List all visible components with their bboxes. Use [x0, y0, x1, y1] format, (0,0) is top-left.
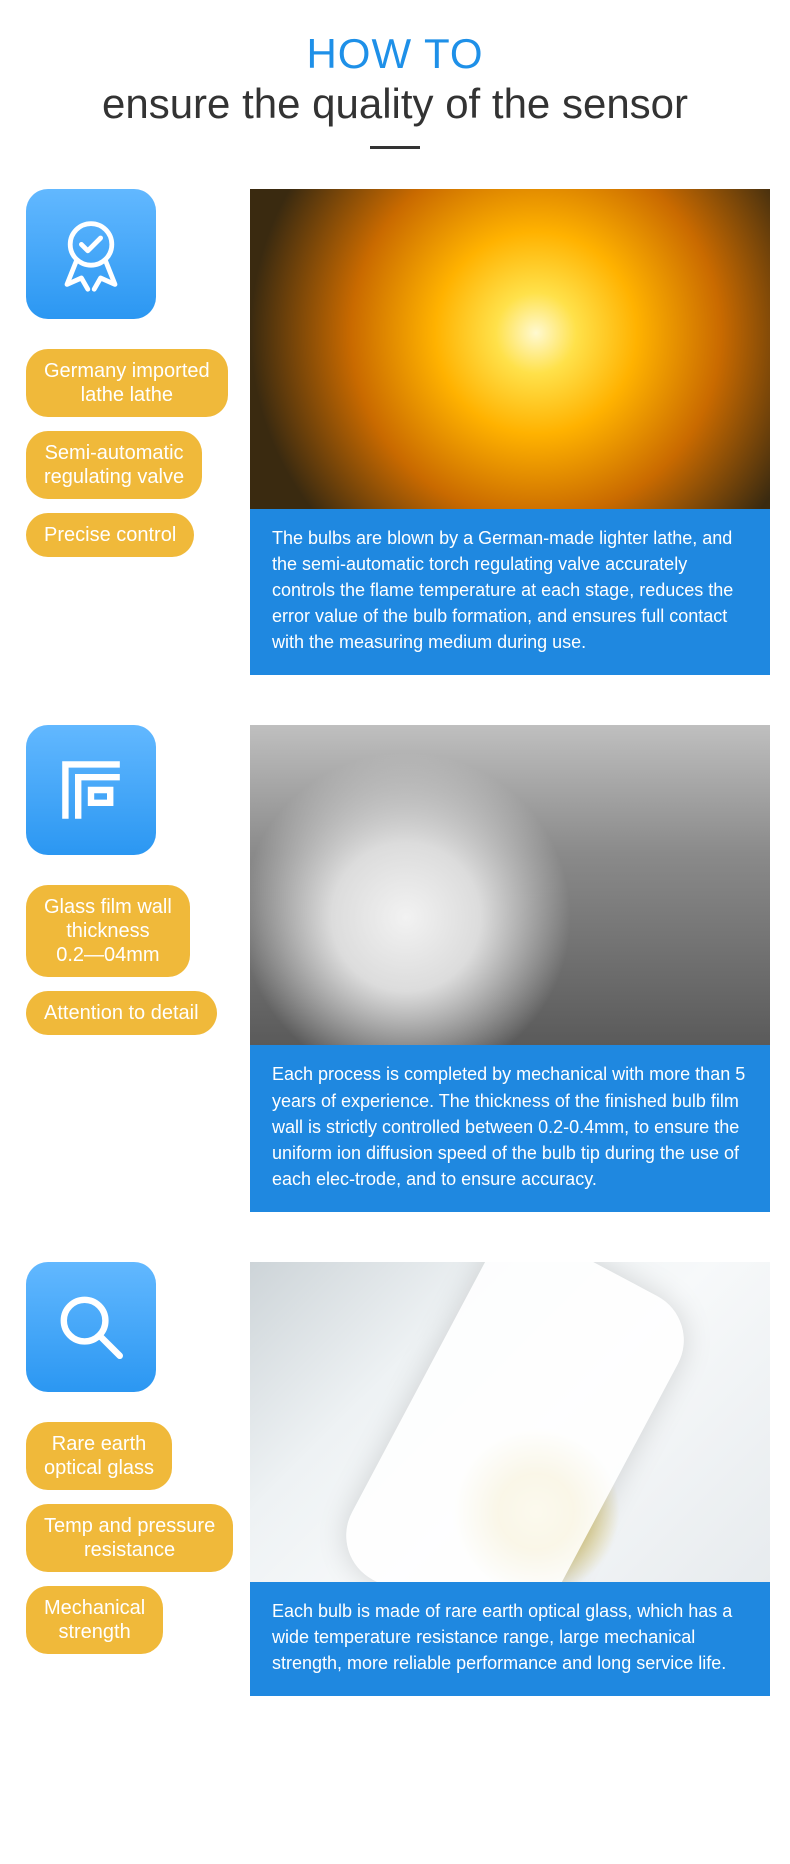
feature-pill: Attention to detail: [26, 991, 217, 1035]
header-howto: HOW TO: [20, 30, 770, 78]
feature-pill: Rare earth optical glass: [26, 1422, 172, 1490]
section-left-column: Glass film wall thickness 0.2—04mm Attent…: [20, 725, 250, 1211]
feature-pill: Glass film wall thickness 0.2—04mm: [26, 885, 190, 977]
award-check-icon: [26, 189, 156, 319]
header-divider: [370, 146, 420, 149]
feature-pill: Precise control: [26, 513, 194, 557]
section-left-column: Germany imported lathe lathe Semi-automat…: [20, 189, 250, 675]
section-description: Each process is completed by mechanical …: [250, 1045, 770, 1211]
feature-pill: Temp and pressure resistance: [26, 1504, 233, 1572]
section-description: Each bulb is made of rare earth optical …: [250, 1582, 770, 1696]
feature-section: Germany imported lathe lathe Semi-automat…: [20, 189, 770, 675]
feature-pill: Semi-automatic regulating valve: [26, 431, 202, 499]
feature-pill: Mechanical strength: [26, 1586, 163, 1654]
square-logo-icon: [26, 725, 156, 855]
header-subtitle: ensure the quality of the sensor: [20, 80, 770, 128]
section-left-column: Rare earth optical glass Temp and pressur…: [20, 1262, 250, 1696]
section-image: [250, 725, 770, 1045]
section-right-column: The bulbs are blown by a German-made lig…: [250, 189, 770, 675]
section-image: [250, 189, 770, 509]
magnifier-icon: [26, 1262, 156, 1392]
section-image: [250, 1262, 770, 1582]
feature-section: Rare earth optical glass Temp and pressur…: [20, 1262, 770, 1696]
section-right-column: Each process is completed by mechanical …: [250, 725, 770, 1211]
feature-section: Glass film wall thickness 0.2—04mm Attent…: [20, 725, 770, 1211]
section-description: The bulbs are blown by a German-made lig…: [250, 509, 770, 675]
section-right-column: Each bulb is made of rare earth optical …: [250, 1262, 770, 1696]
page-header: HOW TO ensure the quality of the sensor: [0, 0, 790, 169]
feature-pill: Germany imported lathe lathe: [26, 349, 228, 417]
